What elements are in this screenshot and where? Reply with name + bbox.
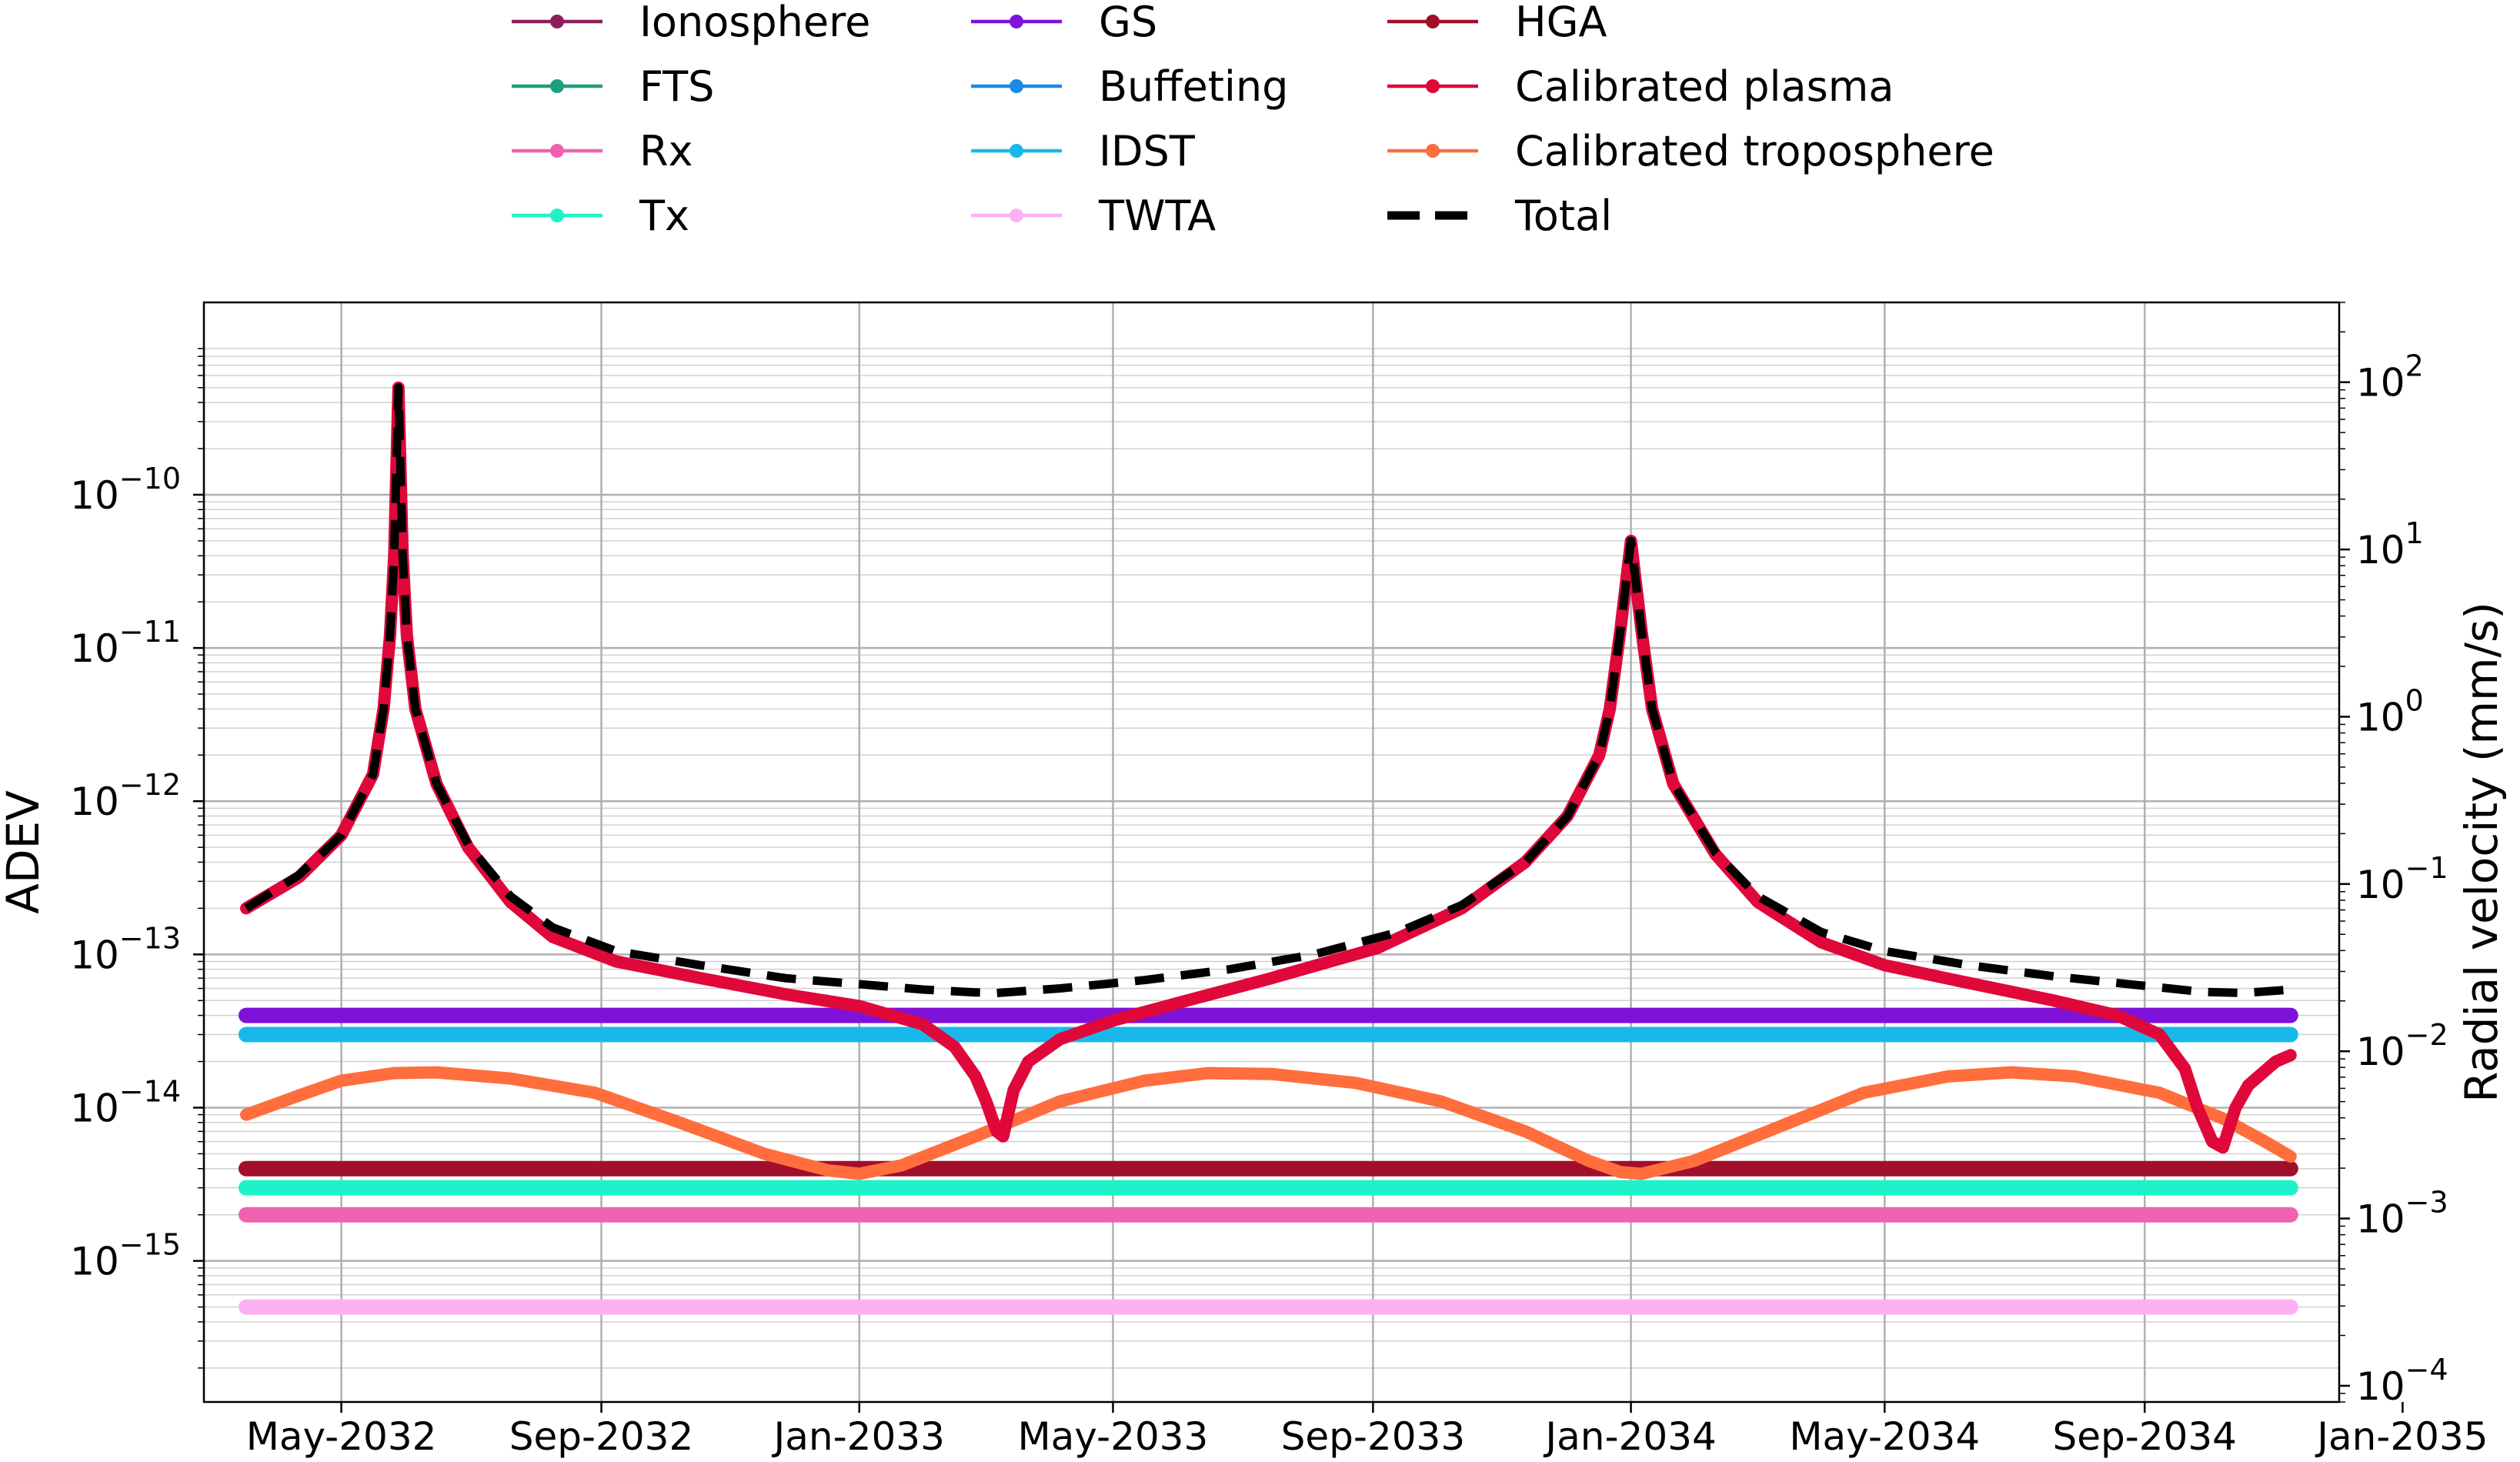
legend-label: GS (1099, 0, 1157, 46)
plot-area (202, 301, 2341, 1404)
legend-entry-hga: HGA (1387, 0, 1607, 46)
x-tick-label: May-2032 (246, 1414, 437, 1459)
legend-label: IDST (1099, 127, 1196, 175)
legend-marker (550, 79, 564, 93)
legend-label: Calibrated troposphere (1515, 127, 1994, 175)
y-tick-label-right: 101 (2356, 516, 2424, 572)
y-tick-label-right: 10−2 (2356, 1018, 2448, 1074)
legend-entry-buffeting: Buffeting (971, 62, 1288, 111)
y-tick-label-right: 100 (2356, 683, 2424, 739)
legend-entry-twta: TWTA (971, 192, 1216, 240)
x-tick-label: May-2034 (1789, 1414, 1980, 1459)
x-tick-label: May-2033 (1018, 1414, 1209, 1459)
legend: Ionosphere FTS Rx Tx GS Buffeting IDST TWTA HGA C… (512, 0, 1994, 240)
legend-label: Buffeting (1099, 62, 1288, 111)
y-tick-label-left: 10−14 (70, 1075, 181, 1131)
legend-entry-calibrated-plasma: Calibrated plasma (1387, 62, 1894, 111)
legend-label: HGA (1515, 0, 1607, 46)
legend-entry-calibrated-troposphere: Calibrated troposphere (1387, 127, 1994, 175)
y-tick-label-left: 10−11 (70, 615, 181, 671)
x-tick-label: Jan-2034 (1543, 1414, 1716, 1459)
axes: 10−15 10−14 10−13 10−12 10−11 10−10 10−4 10−3 10… (70, 302, 2488, 1459)
legend-entry-ionosphere: Ionosphere (512, 0, 870, 46)
y-tick-label-left: 10−12 (70, 768, 181, 824)
legend-marker (1426, 15, 1440, 28)
legend-marker (550, 15, 564, 28)
minor-grid (204, 348, 2339, 1369)
legend-marker (1010, 79, 1023, 93)
legend-entry-fts: FTS (512, 62, 714, 111)
series-total (244, 383, 2291, 997)
legend-marker (1010, 15, 1023, 28)
x-tick-label: Sep-2032 (509, 1414, 694, 1459)
y-tick-label-right: 10−4 (2356, 1353, 2448, 1409)
legend-marker (1010, 144, 1023, 158)
plot-frame (202, 301, 2341, 1404)
legend-label: TWTA (1098, 192, 1216, 240)
x-tick-label: Sep-2034 (2052, 1414, 2237, 1459)
series-layer (238, 381, 2298, 1315)
y-tick-label-right: 10−1 (2356, 851, 2448, 907)
series-calibrated-troposphere (240, 1066, 2297, 1180)
legend-entry-total: Total (1387, 192, 1612, 240)
plot-background (204, 302, 2339, 1402)
y-axis-label-right: Radial velocity (mm/s) (2455, 602, 2508, 1103)
y-axis-label-left: ADEV (0, 790, 49, 914)
y-tick-label-left: 10−15 (70, 1228, 181, 1284)
legend-entry-idst: IDST (971, 127, 1196, 175)
y-tick-label-left: 10−13 (70, 921, 181, 977)
x-tick-label: Jan-2033 (772, 1414, 945, 1459)
legend-entry-gs: GS (971, 0, 1157, 46)
x-tick-label: Sep-2033 (1281, 1414, 1466, 1459)
legend-marker (1426, 79, 1440, 93)
legend-marker (1426, 144, 1440, 158)
series-calibrated-plasma (240, 381, 2297, 1154)
x-tick-label: Jan-2035 (2315, 1414, 2488, 1459)
y-tick-label-left: 10−10 (70, 462, 181, 518)
legend-marker (550, 144, 564, 158)
legend-label: Calibrated plasma (1515, 62, 1894, 111)
legend-label: FTS (639, 62, 714, 111)
legend-entry-tx: Tx (512, 192, 689, 240)
legend-entry-rx: Rx (512, 127, 693, 175)
legend-label: Rx (639, 127, 693, 175)
legend-label: Total (1514, 192, 1612, 240)
legend-marker (550, 209, 564, 222)
y-tick-label-right: 102 (2356, 349, 2424, 406)
legend-marker (1010, 209, 1023, 222)
y-tick-label-right: 10−3 (2356, 1186, 2448, 1242)
legend-label: Ionosphere (639, 0, 870, 46)
legend-label: Tx (639, 192, 689, 240)
